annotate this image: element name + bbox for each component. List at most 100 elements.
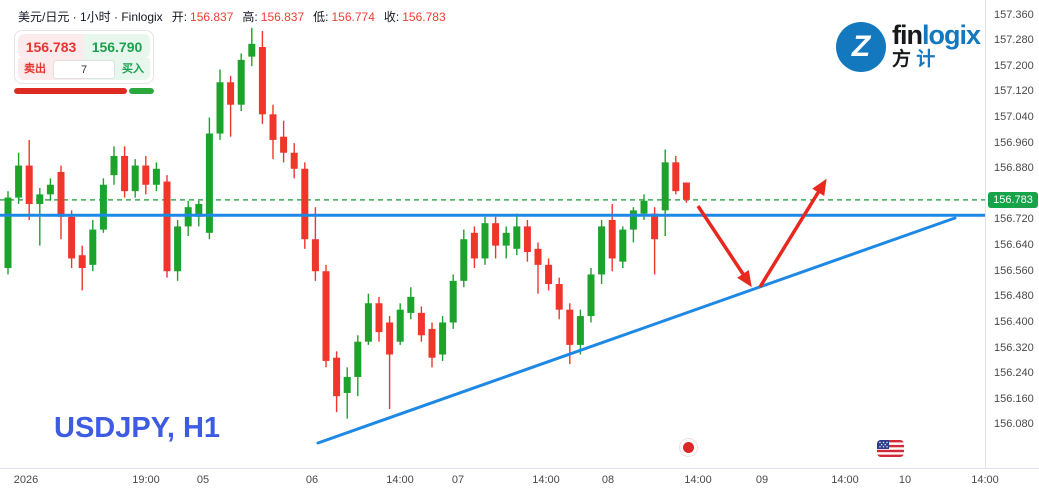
candlestick bbox=[576, 309, 584, 355]
candlestick bbox=[364, 293, 372, 345]
candlestick bbox=[682, 182, 690, 203]
candle-body bbox=[449, 280, 457, 323]
time-axis-label: 08 bbox=[601, 474, 615, 486]
candle-body bbox=[534, 248, 542, 265]
candle-body bbox=[661, 162, 669, 211]
candle-body bbox=[481, 223, 489, 259]
candlestick bbox=[25, 139, 33, 220]
candle-body bbox=[57, 171, 65, 217]
candle-body bbox=[545, 264, 553, 285]
forecast-arrow-down[interactable] bbox=[696, 205, 752, 288]
price-axis-label: 156.160 bbox=[994, 392, 1034, 405]
candle-body bbox=[587, 274, 595, 317]
time-axis-label: 14:00 bbox=[532, 474, 560, 486]
trade-widget: 156.783 156.790 卖出 买入 7 bbox=[14, 30, 154, 94]
candle-body bbox=[608, 219, 616, 259]
candlestick bbox=[502, 226, 510, 259]
candlestick bbox=[470, 226, 478, 269]
candlestick bbox=[290, 143, 298, 179]
sell-ratio-bar bbox=[14, 88, 128, 94]
chart-canvas[interactable] bbox=[0, 0, 985, 468]
candle-body bbox=[36, 194, 44, 204]
buy-ratio-bar bbox=[129, 88, 154, 94]
logo-text-fin: fin bbox=[892, 20, 923, 50]
candlestick bbox=[396, 303, 404, 345]
candlestick bbox=[152, 162, 160, 192]
close-label: 收: bbox=[383, 10, 400, 24]
buy-button[interactable]: 156.790 bbox=[84, 34, 150, 58]
price-axis[interactable]: 156.783 157.360 157.280 157.200 157.120 157.… bbox=[985, 0, 1039, 468]
candlestick bbox=[481, 216, 489, 265]
candle-body bbox=[576, 316, 584, 345]
low-label: 低: bbox=[313, 10, 329, 24]
candle-body bbox=[4, 197, 12, 269]
candlestick bbox=[449, 274, 457, 329]
sell-price: 156.783 bbox=[25, 39, 77, 55]
candlestick bbox=[661, 149, 669, 237]
symbol-legend: 美元/日元 · 1小时 · Finlogix 开: 156.837 高: 156.837… bbox=[18, 8, 446, 25]
price-axis-label: 157.360 bbox=[994, 8, 1034, 21]
candlestick bbox=[36, 187, 44, 246]
candlestick bbox=[598, 219, 606, 285]
candlestick bbox=[205, 117, 213, 240]
candle-body bbox=[99, 184, 107, 230]
time-axis[interactable]: 2026 19:00 05 06 14:00 07 14:00 08 14:00 09 14:00 1… bbox=[0, 468, 1039, 491]
candle-body bbox=[651, 213, 659, 240]
finlogix-icon-letter: Z bbox=[851, 30, 871, 63]
sentiment-bar bbox=[14, 88, 154, 94]
sell-button[interactable]: 156.783 bbox=[18, 34, 84, 58]
time-axis-label: 14:00 bbox=[386, 474, 414, 486]
price-axis-label: 157.040 bbox=[994, 110, 1034, 123]
candlestick bbox=[195, 200, 203, 227]
ascending-trendline[interactable] bbox=[316, 216, 957, 445]
price-axis-label: 156.880 bbox=[994, 162, 1034, 175]
price-axis-label: 156.640 bbox=[994, 239, 1034, 252]
candlestick bbox=[280, 120, 288, 163]
candle-body bbox=[333, 357, 341, 397]
candle-body bbox=[258, 47, 266, 115]
price-axis-label: 156.080 bbox=[994, 418, 1034, 431]
spread-value[interactable]: 7 bbox=[53, 60, 115, 79]
candlestick bbox=[163, 175, 171, 278]
candlestick bbox=[417, 306, 425, 342]
time-axis-label: 05 bbox=[196, 474, 210, 486]
candlestick bbox=[57, 165, 65, 240]
candle-body bbox=[227, 82, 235, 105]
time-axis-label: 14:00 bbox=[971, 474, 999, 486]
symbol-title[interactable]: 美元/日元 · 1小时 · Finlogix bbox=[18, 10, 163, 24]
candlestick bbox=[428, 322, 436, 368]
candlestick bbox=[301, 162, 309, 249]
japan-flag-dot bbox=[682, 441, 694, 453]
price-axis-label: 156.240 bbox=[994, 367, 1034, 380]
candle-body bbox=[640, 200, 648, 214]
candle-body bbox=[68, 216, 76, 259]
candle-body bbox=[375, 303, 383, 333]
candlestick bbox=[142, 155, 150, 195]
candlestick bbox=[174, 219, 182, 281]
time-axis-label: 10 bbox=[898, 474, 912, 486]
candle-body bbox=[163, 181, 171, 272]
candle-body bbox=[110, 155, 118, 176]
candle-body bbox=[216, 82, 224, 134]
finlogix-wordmark: finlogix 方 计 bbox=[892, 20, 981, 70]
candlestick bbox=[629, 207, 637, 243]
candle-body bbox=[523, 226, 531, 253]
candlestick bbox=[248, 27, 256, 67]
candlestick bbox=[523, 219, 531, 262]
candle-body bbox=[364, 303, 372, 342]
candle-body bbox=[301, 168, 309, 240]
candle-body bbox=[598, 226, 606, 275]
candle-body bbox=[354, 341, 362, 377]
candlestick bbox=[4, 191, 12, 275]
candle-body bbox=[46, 184, 54, 195]
candlestick bbox=[184, 200, 192, 237]
candle-body bbox=[184, 207, 192, 227]
price-axis-label: 157.120 bbox=[994, 85, 1034, 98]
logo-sub-fang: 方 bbox=[892, 49, 912, 70]
candlestick bbox=[121, 146, 129, 198]
forecast-arrow-up[interactable] bbox=[758, 178, 827, 288]
candlestick bbox=[587, 268, 595, 323]
candle-body bbox=[470, 232, 478, 259]
candlestick bbox=[46, 178, 54, 201]
